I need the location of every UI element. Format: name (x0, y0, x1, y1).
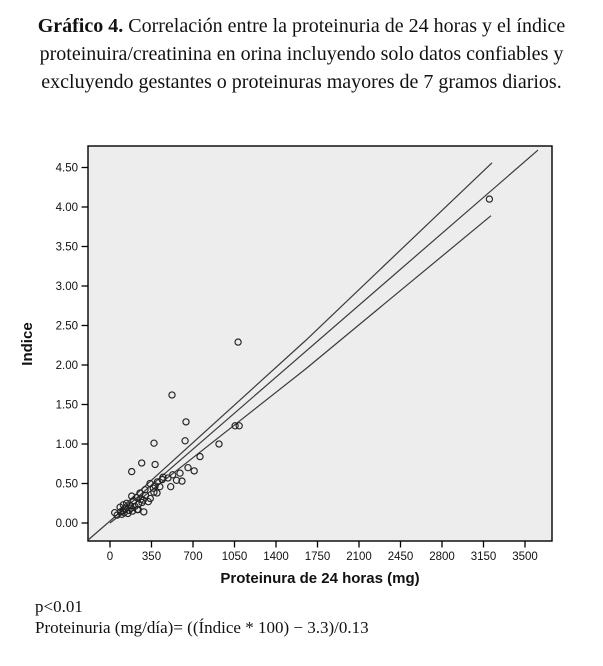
x-tick-label: 3150 (471, 551, 497, 563)
y-tick-label: 2.00 (56, 360, 78, 372)
conversion-formula: Proteinuria (mg/día)= ((Índice * 100) − … (35, 618, 369, 637)
y-axis-title: Indice (19, 322, 36, 365)
data-point (181, 437, 189, 445)
x-tick-label: 3500 (512, 551, 538, 563)
x-tick-label: 1050 (222, 551, 248, 563)
data-point (184, 464, 192, 472)
data-point (178, 477, 186, 485)
fit-line (87, 149, 539, 541)
regression-lines (87, 149, 539, 541)
data-point (146, 494, 154, 503)
figure-title-number: Gráfico 4. (37, 15, 124, 37)
data-point (190, 467, 198, 475)
x-tick-label: 700 (183, 551, 202, 563)
confidence-band-lower (109, 215, 492, 524)
confidence-band-upper (119, 162, 493, 510)
data-point (122, 499, 131, 507)
data-point (150, 439, 158, 447)
y-tick-label: 3.00 (56, 281, 78, 293)
y-tick-label: 0.50 (56, 479, 78, 491)
data-point (128, 467, 136, 476)
figure-footer: p<0.01 Proteinuria (mg/día)= ((Índice * … (35, 596, 369, 638)
x-tick-label: 0 (107, 551, 113, 563)
x-axis-ticks: 0 350 700 1050 1400 1750 2100 2450 2800 3150 3500 (107, 541, 538, 563)
data-point (138, 459, 146, 467)
y-tick-label: 4.50 (56, 163, 78, 175)
x-tick-label: 2450 (388, 551, 414, 563)
x-tick-label: 1400 (263, 551, 289, 563)
data-point (153, 489, 161, 497)
data-point (151, 482, 159, 490)
data-point (231, 422, 239, 430)
data-point (182, 418, 190, 426)
data-point (168, 391, 176, 399)
y-tick-label: 1.50 (56, 400, 78, 412)
y-tick-label: 3.50 (56, 242, 78, 254)
data-point (167, 483, 175, 491)
data-point (485, 195, 494, 203)
data-point (156, 483, 164, 491)
x-tick-label: 350 (142, 551, 161, 563)
data-point (151, 460, 159, 469)
y-axis-ticks: 0.00 0.50 1.00 1.50 2.00 2.50 3.00 3.50 4.00 4.50 (56, 163, 88, 530)
x-tick-label: 1750 (305, 551, 331, 563)
data-point (176, 469, 184, 477)
y-tick-label: 4.00 (56, 202, 78, 214)
data-point (196, 452, 204, 461)
data-point (128, 492, 136, 500)
figure-title-text: Correlación entre la proteinuria de 24 h… (39, 15, 566, 93)
data-point (172, 476, 181, 484)
data-point (125, 506, 133, 515)
x-tick-label: 2800 (429, 551, 455, 563)
x-axis-title: Proteinura de 24 horas (mg) (220, 570, 419, 587)
p-value-note: p<0.01 (35, 597, 83, 616)
plot-area (87, 145, 553, 542)
data-point (215, 440, 223, 448)
y-tick-label: 2.50 (56, 321, 78, 333)
x-tick-label: 2100 (346, 551, 372, 563)
y-tick-label: 1.00 (56, 439, 78, 451)
data-point (234, 338, 242, 346)
data-point (159, 473, 167, 481)
y-tick-label: 0.00 (56, 518, 78, 530)
data-point (140, 508, 148, 516)
data-point (169, 471, 177, 479)
data-points (111, 195, 494, 519)
figure-title: Gráfico 4. Correlación entre la proteinu… (0, 12, 603, 96)
data-point (235, 422, 243, 430)
